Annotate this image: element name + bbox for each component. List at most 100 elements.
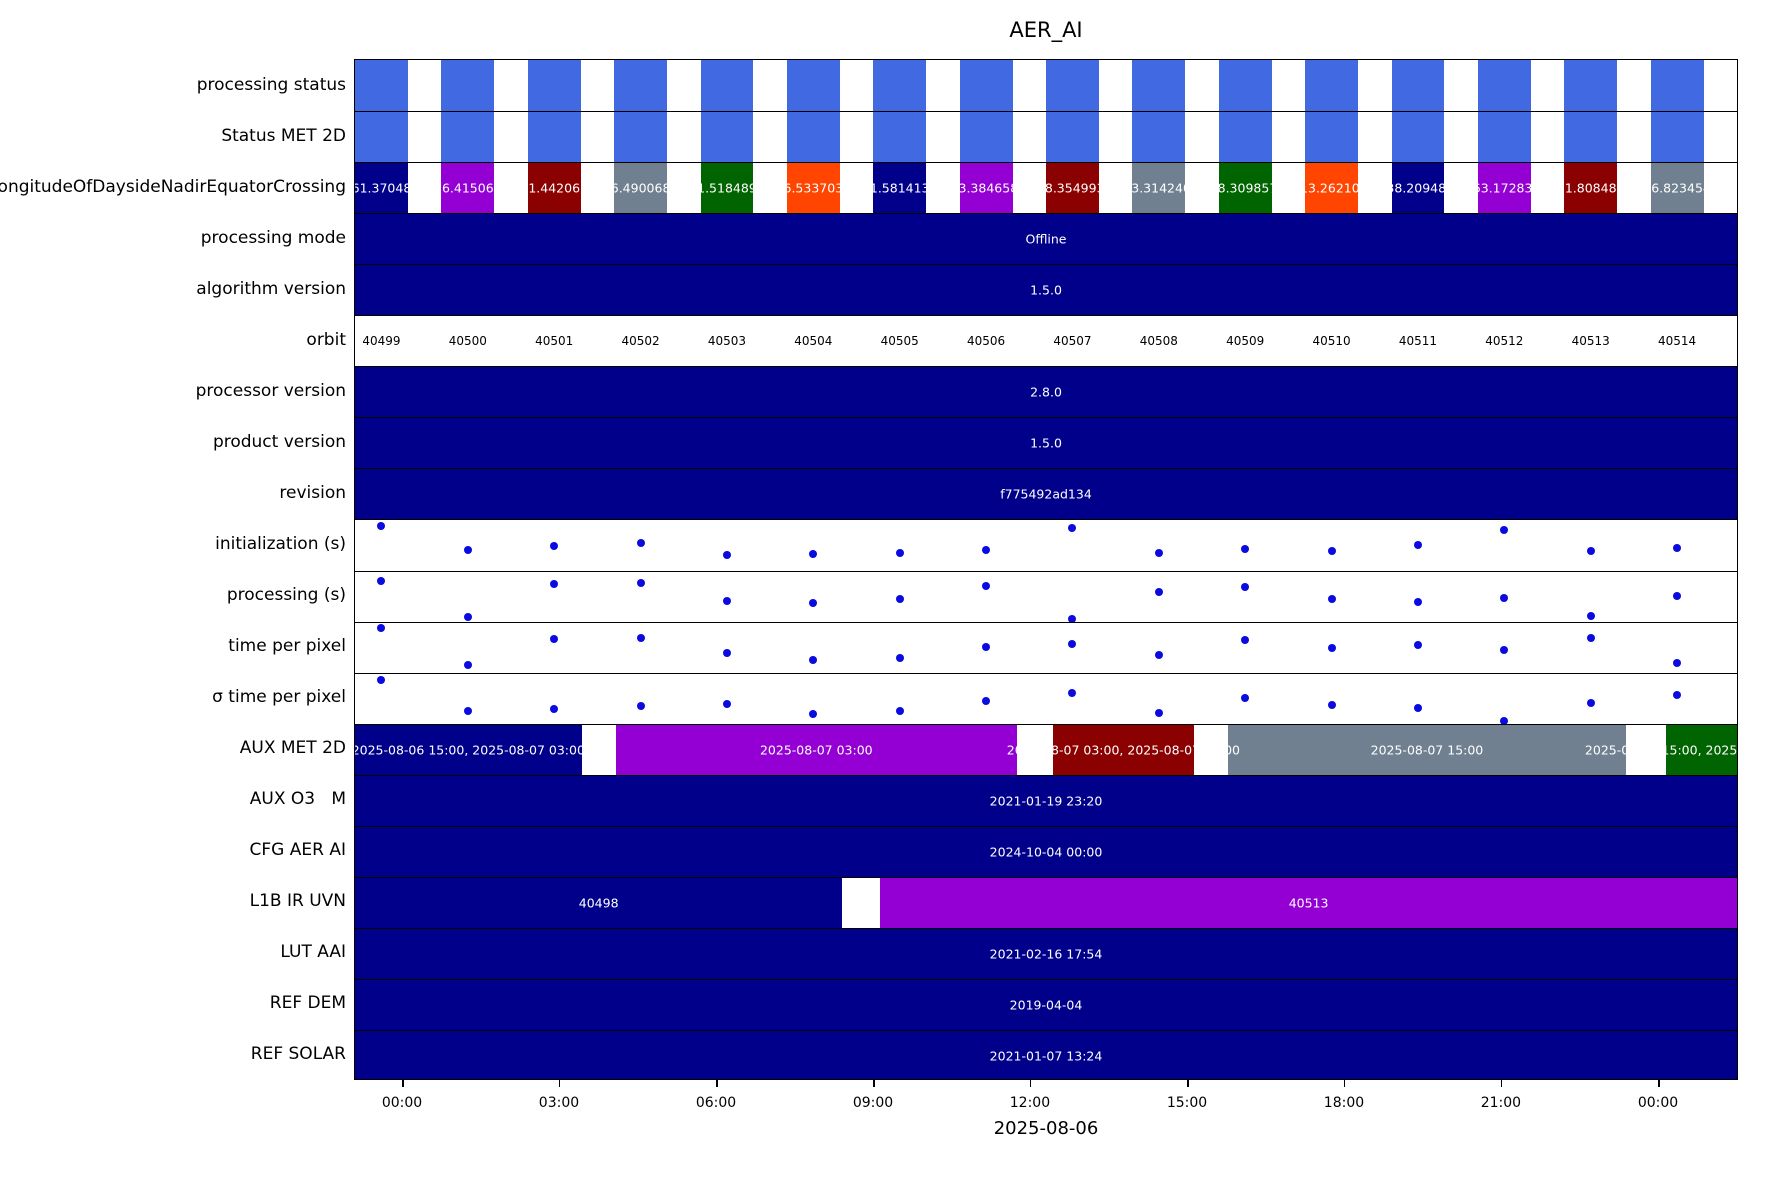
row-label-time-per-pixel: σ time per pixel [212,687,346,708]
bar-value: 2021-01-07 13:24 [989,1048,1103,1064]
plot-area: 161.370488136.4150616111.442067186.49006… [354,59,1738,1080]
x-tick-label: 00:00 [1637,1095,1679,1111]
scatter-point [463,612,472,621]
status-block [1046,60,1099,112]
x-tick-mark [1187,1080,1189,1087]
row-processing-status [355,60,1737,112]
status-block [700,112,754,163]
longitude-block [614,163,668,214]
row-label-time-per-pixel: time per pixel [228,636,346,657]
scatter-point [1413,597,1422,606]
scatter-point [463,546,472,555]
scatter-point [1154,587,1163,596]
scatter-point [809,656,818,665]
status-block [959,112,1013,163]
row-cfg-aer-ai: 2024-10-04 00:00 [355,825,1737,877]
scatter-point [1327,700,1336,709]
x-tick-label: 00:00 [381,1095,423,1111]
row-processing-s [355,570,1737,624]
scatter-point [1241,582,1250,591]
row-aux-met-2d: 2025-08-06 15:00, 2025-08-07 03:00 2025-0… [355,723,1737,775]
x-tick-mark [873,1080,875,1087]
scatter-point [1068,639,1077,648]
scatter-point [1500,593,1509,602]
status-block [1132,112,1186,163]
status-block [355,60,408,112]
scatter-point [1673,543,1682,552]
scatter-point [895,653,904,662]
status-block [614,112,668,163]
scatter-point [1154,549,1163,558]
orbit-number: 40508 [1139,334,1178,349]
scatter-point [982,697,991,706]
bar-value: 2021-02-16 17:54 [989,946,1103,962]
scatter-point [1241,636,1250,645]
status-block [1564,112,1618,163]
bar-value: f775492ad134 [1000,486,1092,502]
longitude-block [527,163,581,214]
scatter-point [1586,611,1595,620]
row-aux-o3-m: 2021-01-19 23:20 [355,774,1737,826]
orbit-number: 40501 [535,334,574,349]
longitude-block [355,163,408,214]
scatter-point [377,522,386,531]
status-block [873,60,927,112]
status-block [614,60,668,112]
x-tick-mark [1658,1080,1660,1087]
bar-value: 2021-01-19 23:20 [989,793,1103,809]
status-block [1391,60,1445,112]
scatter-point [1068,523,1077,532]
bar-value: 2019-04-04 [1009,997,1083,1013]
scatter-point [722,699,731,708]
bar-value: Offline [1025,231,1067,247]
status-block [1218,112,1272,163]
x-tick-mark [1029,1080,1032,1087]
status-block [1477,112,1531,163]
orbit-number: 40510 [1312,334,1351,349]
status-block [441,112,495,163]
scatter-point [1327,643,1336,652]
row-label-orbit: orbit [306,329,346,350]
scatter-point [1068,615,1077,624]
row-label-processing-mode: processing mode [200,227,346,248]
orbit-number: 40509 [1226,334,1265,349]
row-label-processing-status: processing status [196,74,346,95]
scatter-point [1673,690,1682,699]
scatter-point [1673,658,1682,667]
scatter-point [722,648,731,657]
scatter-point [982,581,991,590]
row-processor-version: 2.8.0 [355,366,1737,418]
row-initialization-s [355,519,1737,570]
x-tick-mark [1343,1080,1346,1087]
scatter-point [1241,693,1250,702]
scatter-point [809,550,818,559]
status-block [1132,60,1186,112]
longitude-block [1132,163,1186,214]
row-time-per-pixel [355,621,1737,673]
row-label-algorithm-version: algorithm version [196,278,346,299]
row-orbit: 40499 40500 40501 40502 40503 40504 40505 40506… [355,315,1737,366]
status-block [1046,112,1099,163]
longitude-block [1305,163,1359,214]
scatter-point [550,634,559,643]
row-l1b-ir-uvn: 40498 40513 [355,876,1737,928]
orbit-number: 40504 [794,334,833,349]
row-label-cfg-aer-ai: CFG AER AI [249,840,346,861]
bar-value: 1.5.0 [1030,282,1062,298]
row-label-lut-aai: LUT AAI [280,942,346,963]
bar-value: 2024-10-04 00:00 [989,844,1103,860]
scatter-point [1413,641,1422,650]
row-revision: f775492ad134 [355,468,1737,520]
row-label-initialization-s: initialization (s) [215,533,346,554]
orbit-number: 40511 [1398,334,1438,349]
row-product-version: 1.5.0 [355,417,1737,469]
scatter-point [550,542,559,551]
x-tick-label: 09:00 [852,1095,894,1111]
scatter-point [722,596,731,605]
scatter-point [636,633,645,642]
status-block [1650,60,1704,112]
status-block [1650,112,1704,163]
status-block [1564,60,1618,112]
scatter-point [895,548,904,557]
timeline-segment [1052,724,1194,775]
